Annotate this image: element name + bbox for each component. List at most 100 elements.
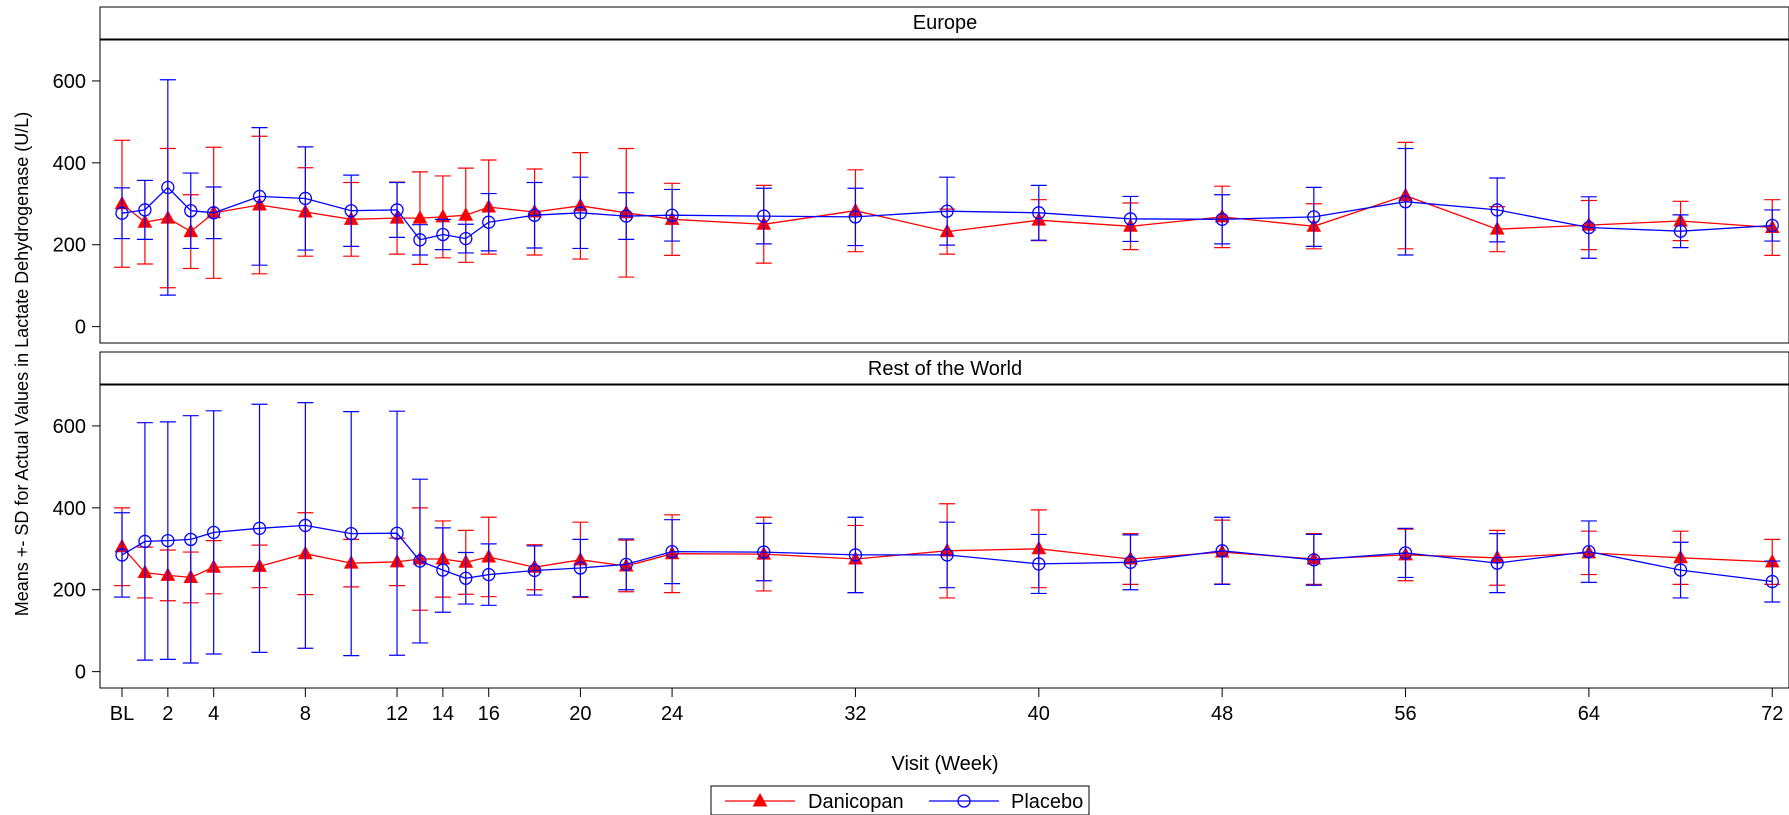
data-point (1490, 556, 1504, 570)
data-point (459, 571, 473, 585)
data-point (161, 180, 175, 195)
y-tick-label: 0 (75, 662, 86, 684)
data-point (1673, 563, 1688, 577)
data-point (665, 208, 679, 222)
data-point (940, 548, 954, 562)
legend-label: Danicopan (808, 791, 904, 813)
y-tick-label: 400 (53, 498, 86, 520)
series-line (121, 186, 1773, 241)
data-point (1032, 557, 1046, 571)
data-point (436, 227, 450, 242)
data-point (848, 548, 863, 562)
data-point (252, 521, 267, 535)
data-point (207, 206, 221, 220)
series-placebo (114, 402, 1781, 664)
x-tick-label: 16 (478, 703, 500, 725)
series-line (121, 524, 1773, 583)
data-point (1123, 212, 1138, 226)
data-point (252, 189, 267, 204)
data-point (184, 532, 198, 547)
data-point (1582, 220, 1596, 235)
x-tick-label: 12 (386, 703, 408, 725)
data-point (1398, 195, 1413, 209)
data-point (298, 518, 313, 533)
x-tick-label: 56 (1394, 703, 1416, 725)
x-tick-label: 20 (569, 703, 591, 725)
data-point (412, 210, 428, 224)
data-point (573, 561, 588, 575)
data-point (1215, 544, 1229, 558)
data-point (184, 204, 198, 218)
y-tick-label: 200 (53, 235, 86, 257)
x-axis: BL 2 4 8 12 14 16 20 24 32 40 48 56 64 72 (110, 688, 1783, 725)
y-tick-label: 400 (53, 153, 86, 175)
panel-header-rest-of-world (99, 351, 1789, 385)
data-point (161, 533, 175, 548)
data-point (1765, 574, 1779, 589)
series-placebo (114, 79, 1781, 296)
legend-marker (752, 792, 768, 807)
data-point (207, 525, 221, 540)
legend-items: Danicopan Placebo (725, 791, 1083, 813)
x-tick-label: 72 (1761, 703, 1783, 725)
panel-europe: Europe 0 200 400 600 (53, 6, 1789, 344)
legend-label: Placebo (1011, 791, 1083, 813)
data-point (298, 191, 313, 206)
panel-header-europe (99, 6, 1789, 40)
x-axis-title: Visit (Week) (891, 753, 998, 775)
x-tick-label: 4 (208, 703, 219, 725)
legend: Danicopan Placebo (710, 785, 1090, 815)
data-point (1673, 224, 1688, 238)
x-tick-label: 32 (844, 703, 866, 725)
y-axis-europe: 0 200 400 600 (53, 71, 100, 339)
x-tick-label: BL (110, 703, 134, 725)
legend-item-danicopan: Danicopan (725, 791, 904, 813)
x-tick-label: 24 (661, 703, 683, 725)
data-point (458, 207, 474, 221)
legend-item-placebo: Placebo (929, 791, 1083, 813)
y-axis-rest-of-world: 0 200 400 600 (53, 416, 100, 684)
data-point (1307, 553, 1321, 567)
data-point (573, 206, 588, 220)
data-point (1490, 203, 1504, 217)
legend-marker (957, 794, 971, 808)
x-tick-label: 64 (1578, 703, 1600, 725)
data-point (757, 209, 771, 223)
y-tick-label: 0 (75, 317, 86, 339)
y-tick-label: 200 (53, 580, 86, 602)
data-point (390, 203, 404, 217)
data-point (390, 526, 404, 540)
panel-title-rest-of-world: Rest of the World (868, 358, 1022, 380)
data-point (665, 545, 679, 559)
data-point (413, 554, 427, 568)
data-point (757, 545, 771, 559)
data-point (115, 206, 129, 220)
data-point (940, 204, 954, 218)
data-point (138, 203, 152, 217)
x-tick-label: 14 (432, 703, 454, 725)
data-point (436, 563, 450, 577)
data-point (527, 563, 542, 578)
plot-area-rest-of-world (99, 384, 1789, 689)
data-point (1307, 210, 1321, 224)
panel-title-europe: Europe (913, 12, 978, 34)
data-point (1032, 206, 1046, 220)
data-point (1215, 212, 1229, 226)
plot-rest-of-world (114, 402, 1781, 664)
data-point (459, 231, 473, 246)
data-point (344, 526, 358, 541)
data-point (1582, 545, 1596, 559)
x-tick-label: 48 (1211, 703, 1233, 725)
data-point (482, 215, 496, 229)
data-point (138, 534, 152, 549)
data-point (344, 204, 358, 218)
data-point (1398, 546, 1413, 560)
x-tick-label: 8 (300, 703, 311, 725)
data-point (619, 557, 633, 571)
data-point (848, 210, 863, 224)
y-tick-label: 600 (53, 71, 86, 93)
data-point (1123, 555, 1138, 569)
plot-europe (114, 79, 1781, 296)
data-point (413, 233, 427, 247)
